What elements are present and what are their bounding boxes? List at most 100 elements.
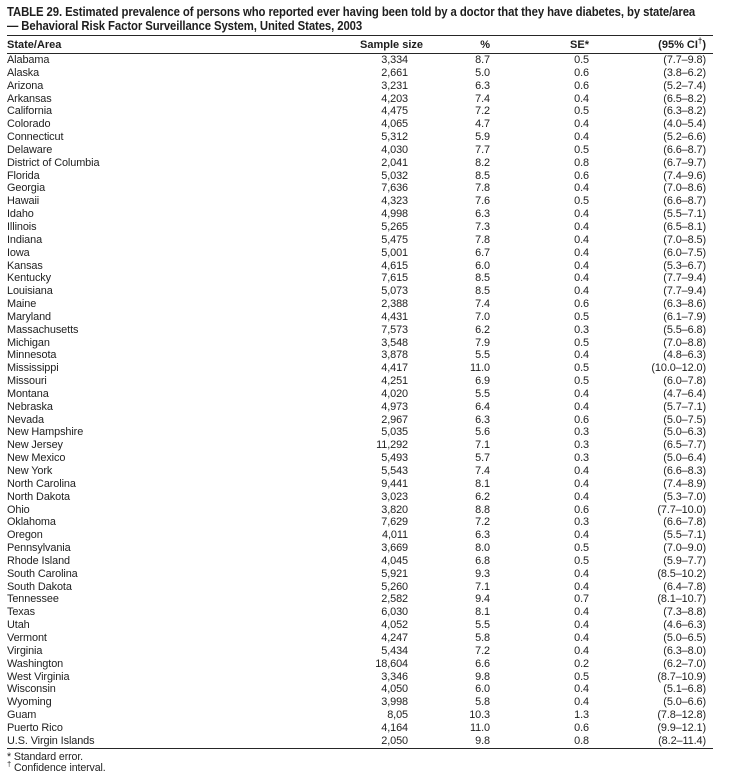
column-header-se: SE*	[490, 35, 589, 54]
percent-cell: 7.8	[475, 233, 490, 246]
se-cell: 0.4	[574, 92, 589, 105]
percent-cell: 4.7	[475, 118, 490, 131]
sample-size-cell: 5,035	[381, 426, 408, 439]
state-area-cell: Arkansas	[7, 92, 52, 105]
se-cell: 0.5	[574, 554, 589, 567]
ci-cell: (6.3–8.0)	[663, 644, 706, 657]
percent-cell: 8.0	[475, 542, 490, 555]
se-cell: 0.4	[574, 259, 589, 272]
se-cell: 0.4	[574, 233, 589, 246]
table-row: Rhode Island 4,045 6.8 0.5 (5.9–7.7)	[7, 555, 713, 568]
se-cell: 0.4	[574, 631, 589, 644]
ci-cell: (4.7–6.4)	[663, 387, 706, 400]
table-row: Kentucky 7,615 8.5 0.4 (7.7–9.4)	[7, 272, 713, 285]
se-cell: 0.5	[574, 542, 589, 555]
footnote-confidence-interval: † Confidence interval.	[7, 759, 106, 775]
se-cell: 0.4	[574, 465, 589, 477]
percent-cell: 7.9	[475, 336, 490, 349]
se-cell: 0.5	[574, 310, 589, 323]
se-cell: 0.6	[574, 503, 589, 516]
sample-size-cell: 7,636	[381, 182, 408, 195]
sample-size-cell: 4,431	[381, 310, 408, 323]
se-cell: 0.4	[574, 477, 589, 490]
table-row: U.S. Virgin Islands 2,050 9.8 0.8 (8.2–11.4)	[7, 734, 713, 749]
se-cell: 0.6	[574, 298, 589, 311]
table-row: Ohio 3,820 8.8 0.6 (7.7–10.0)	[7, 504, 713, 517]
percent-cell: 6.0	[475, 259, 490, 272]
percent-cell: 6.2	[475, 323, 490, 336]
percent-cell: 7.6	[475, 195, 490, 208]
se-cell: 0.4	[574, 696, 589, 709]
sample-size-cell: 3,334	[381, 54, 408, 66]
se-cell: 0.5	[574, 670, 589, 683]
state-area-cell: Rhode Island	[7, 554, 70, 567]
state-area-cell: Iowa	[7, 246, 30, 259]
se-cell: 0.4	[574, 619, 589, 632]
table-title-line-1: TABLE 29. Estimated prevalence of person…	[7, 5, 696, 19]
state-area-cell: Delaware	[7, 143, 53, 156]
ci-cell: (7.3–8.8)	[663, 606, 706, 619]
ci-cell: (7.7–9.4)	[663, 285, 706, 298]
percent-cell: 7.2	[475, 105, 490, 118]
se-cell: 0.5	[574, 54, 589, 66]
ci-cell: (6.7–9.7)	[663, 156, 706, 169]
table-row: Nevada 2,967 6.3 0.6 (5.0–7.5)	[7, 414, 713, 427]
state-area-cell: Florida	[7, 169, 40, 182]
sample-size-cell: 3,669	[381, 542, 408, 555]
se-cell: 0.8	[574, 156, 589, 169]
table-row: Oregon 4,011 6.3 0.4 (5.5–7.1)	[7, 529, 713, 542]
se-cell: 0.4	[574, 580, 589, 593]
ci-cell: (5.9–7.7)	[663, 554, 706, 567]
state-area-cell: South Dakota	[7, 580, 72, 593]
table-row: Maine 2,388 7.4 0.6 (6.3–8.6)	[7, 298, 713, 311]
table-row: New Hampshire 5,035 5.6 0.3 (5.0–6.3)	[7, 426, 713, 439]
percent-cell: 8.1	[475, 477, 490, 490]
ci-cell: (5.0–6.3)	[663, 426, 706, 439]
table-row: Maryland 4,431 7.0 0.5 (6.1–7.9)	[7, 311, 713, 324]
state-area-cell: Puerto Rico	[7, 721, 63, 734]
sample-size-cell: 7,629	[381, 516, 408, 529]
percent-cell: 7.4	[475, 298, 490, 311]
percent-cell: 8.8	[475, 503, 490, 516]
table-row: South Carolina 5,921 9.3 0.4 (8.5–10.2)	[7, 568, 713, 581]
state-area-cell: Tennessee	[7, 593, 59, 606]
ci-cell: (6.4–7.8)	[663, 580, 706, 593]
ci-cell: (6.6–7.8)	[663, 516, 706, 529]
sample-size-cell: 6,030	[381, 606, 408, 619]
table-row: Connecticut 5,312 5.9 0.4 (5.2–6.6)	[7, 131, 713, 144]
ci-cell: (7.0–8.8)	[663, 336, 706, 349]
percent-cell: 6.2	[475, 490, 490, 503]
table-header: State/Area Sample size % SE* (95% CI†)	[7, 35, 713, 54]
ci-cell: (7.4–9.6)	[663, 169, 706, 182]
percent-cell: 8.5	[475, 169, 490, 182]
sample-size-cell: 5,265	[381, 220, 408, 233]
sample-size-cell: 4,203	[381, 92, 408, 105]
ci-cell: (5.2–6.6)	[663, 131, 706, 144]
se-cell: 0.4	[574, 529, 589, 542]
ci-cell: (5.5–6.8)	[663, 323, 706, 336]
percent-cell: 5.9	[475, 131, 490, 144]
percent-cell: 6.3	[475, 529, 490, 542]
sample-size-cell: 5,475	[381, 233, 408, 246]
sample-size-cell: 4,030	[381, 143, 408, 156]
table-row: Massachusetts 7,573 6.2 0.3 (5.5–6.8)	[7, 324, 713, 337]
percent-cell: 7.3	[475, 220, 490, 233]
prevalence-table: State/Area Sample size % SE* (95% CI†) A…	[7, 35, 713, 749]
percent-cell: 7.8	[475, 182, 490, 195]
state-area-cell: New York	[7, 465, 53, 477]
se-cell: 0.3	[574, 452, 589, 465]
table-row: Wisconsin 4,050 6.0 0.4 (5.1–6.8)	[7, 683, 713, 696]
table-row: Indiana 5,475 7.8 0.4 (7.0–8.5)	[7, 234, 713, 247]
percent-cell: 8.1	[475, 606, 490, 619]
sample-size-cell: 5,434	[381, 644, 408, 657]
state-area-cell: Kentucky	[7, 272, 51, 285]
percent-cell: 5.8	[475, 631, 490, 644]
ci-cell: (7.7–9.8)	[663, 54, 706, 66]
se-cell: 0.3	[574, 426, 589, 439]
sample-size-cell: 2,041	[381, 156, 408, 169]
se-cell: 0.4	[574, 606, 589, 619]
sample-size-cell: 2,661	[381, 66, 408, 79]
sample-size-cell: 5,312	[381, 131, 408, 144]
table-row: District of Columbia 2,041 8.2 0.8 (6.7–9.7)	[7, 157, 713, 170]
state-area-cell: District of Columbia	[7, 156, 100, 169]
